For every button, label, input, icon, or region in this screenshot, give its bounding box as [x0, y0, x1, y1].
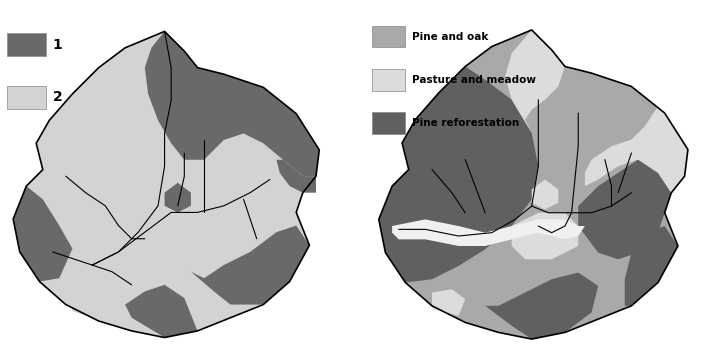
Text: Pine and oak: Pine and oak	[412, 32, 488, 42]
Polygon shape	[585, 106, 688, 193]
Bar	[6, 33, 46, 56]
Text: Pine reforestation: Pine reforestation	[412, 118, 519, 128]
Polygon shape	[379, 30, 688, 339]
Bar	[372, 69, 405, 90]
Polygon shape	[125, 285, 197, 337]
Polygon shape	[578, 159, 671, 259]
Text: Pasture and meadow: Pasture and meadow	[412, 75, 536, 85]
Polygon shape	[625, 226, 678, 306]
Polygon shape	[432, 289, 465, 316]
Polygon shape	[191, 225, 310, 304]
Polygon shape	[214, 160, 250, 193]
Polygon shape	[69, 292, 99, 318]
Bar	[372, 26, 405, 47]
Polygon shape	[276, 160, 316, 193]
Polygon shape	[512, 213, 578, 259]
Bar	[6, 86, 46, 109]
Bar	[372, 112, 405, 134]
Text: 1: 1	[53, 38, 63, 52]
Polygon shape	[165, 183, 191, 213]
Text: 2: 2	[53, 90, 63, 104]
Polygon shape	[13, 186, 73, 281]
Polygon shape	[485, 272, 598, 339]
Polygon shape	[145, 31, 319, 176]
Polygon shape	[505, 30, 565, 133]
Polygon shape	[379, 66, 539, 283]
Polygon shape	[13, 31, 319, 337]
Polygon shape	[392, 219, 585, 246]
Polygon shape	[531, 180, 558, 209]
